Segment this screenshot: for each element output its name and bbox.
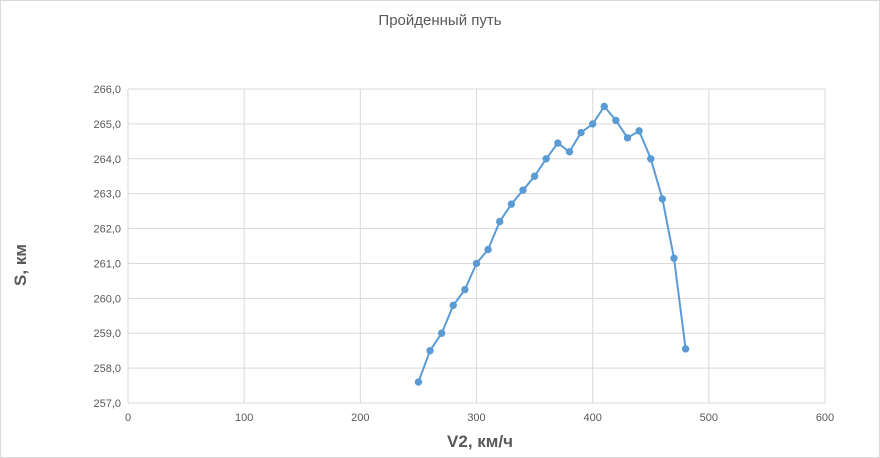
data-point: [437, 329, 446, 337]
data-point: [647, 155, 655, 163]
data-point: [496, 217, 504, 226]
y-tick-label: 259,0: [93, 328, 121, 340]
x-tick-label: 600: [816, 412, 834, 424]
data-point: [612, 116, 620, 125]
y-tick-label: 262,0: [93, 224, 121, 236]
data-point: [658, 195, 667, 203]
data-point: [588, 120, 597, 128]
data-point: [507, 200, 516, 208]
data-point: [670, 254, 678, 262]
x-tick-label: 100: [235, 412, 253, 424]
data-point: [623, 134, 632, 142]
x-tick-label: 0: [125, 412, 131, 424]
data-point: [530, 172, 539, 180]
y-axis-title: S, км: [11, 244, 30, 286]
y-tick-label: 265,0: [93, 119, 121, 131]
x-tick-label: 200: [351, 412, 369, 424]
y-tick-label: 257,0: [93, 398, 121, 410]
data-point: [472, 259, 481, 268]
y-tick-label: 266,0: [93, 84, 121, 96]
data-point: [461, 285, 469, 294]
y-tick-label: 263,0: [93, 189, 121, 201]
x-axis-title: V2, км/ч: [447, 432, 513, 451]
data-point: [554, 139, 562, 147]
data-point: [426, 346, 434, 355]
series-line: [417, 105, 687, 383]
x-tick-label: 400: [583, 412, 601, 424]
data-point: [681, 345, 690, 353]
data-point: [484, 245, 492, 254]
y-tick-label: 261,0: [93, 258, 121, 270]
y-tick-label: 260,0: [93, 293, 121, 305]
x-tick-label: 500: [700, 412, 718, 424]
data-point: [577, 128, 585, 137]
y-tick-label: 264,0: [93, 154, 121, 166]
data-point: [519, 186, 527, 194]
x-tick-label: 300: [467, 412, 485, 424]
data-point: [449, 301, 457, 310]
chart-title: Пройденный путь: [378, 12, 502, 29]
y-tick-label: 258,0: [93, 363, 121, 375]
data-point: [542, 155, 550, 163]
data-point: [565, 148, 574, 156]
data-point: [600, 102, 608, 111]
data-point: [635, 127, 643, 135]
data-point: [414, 378, 423, 386]
